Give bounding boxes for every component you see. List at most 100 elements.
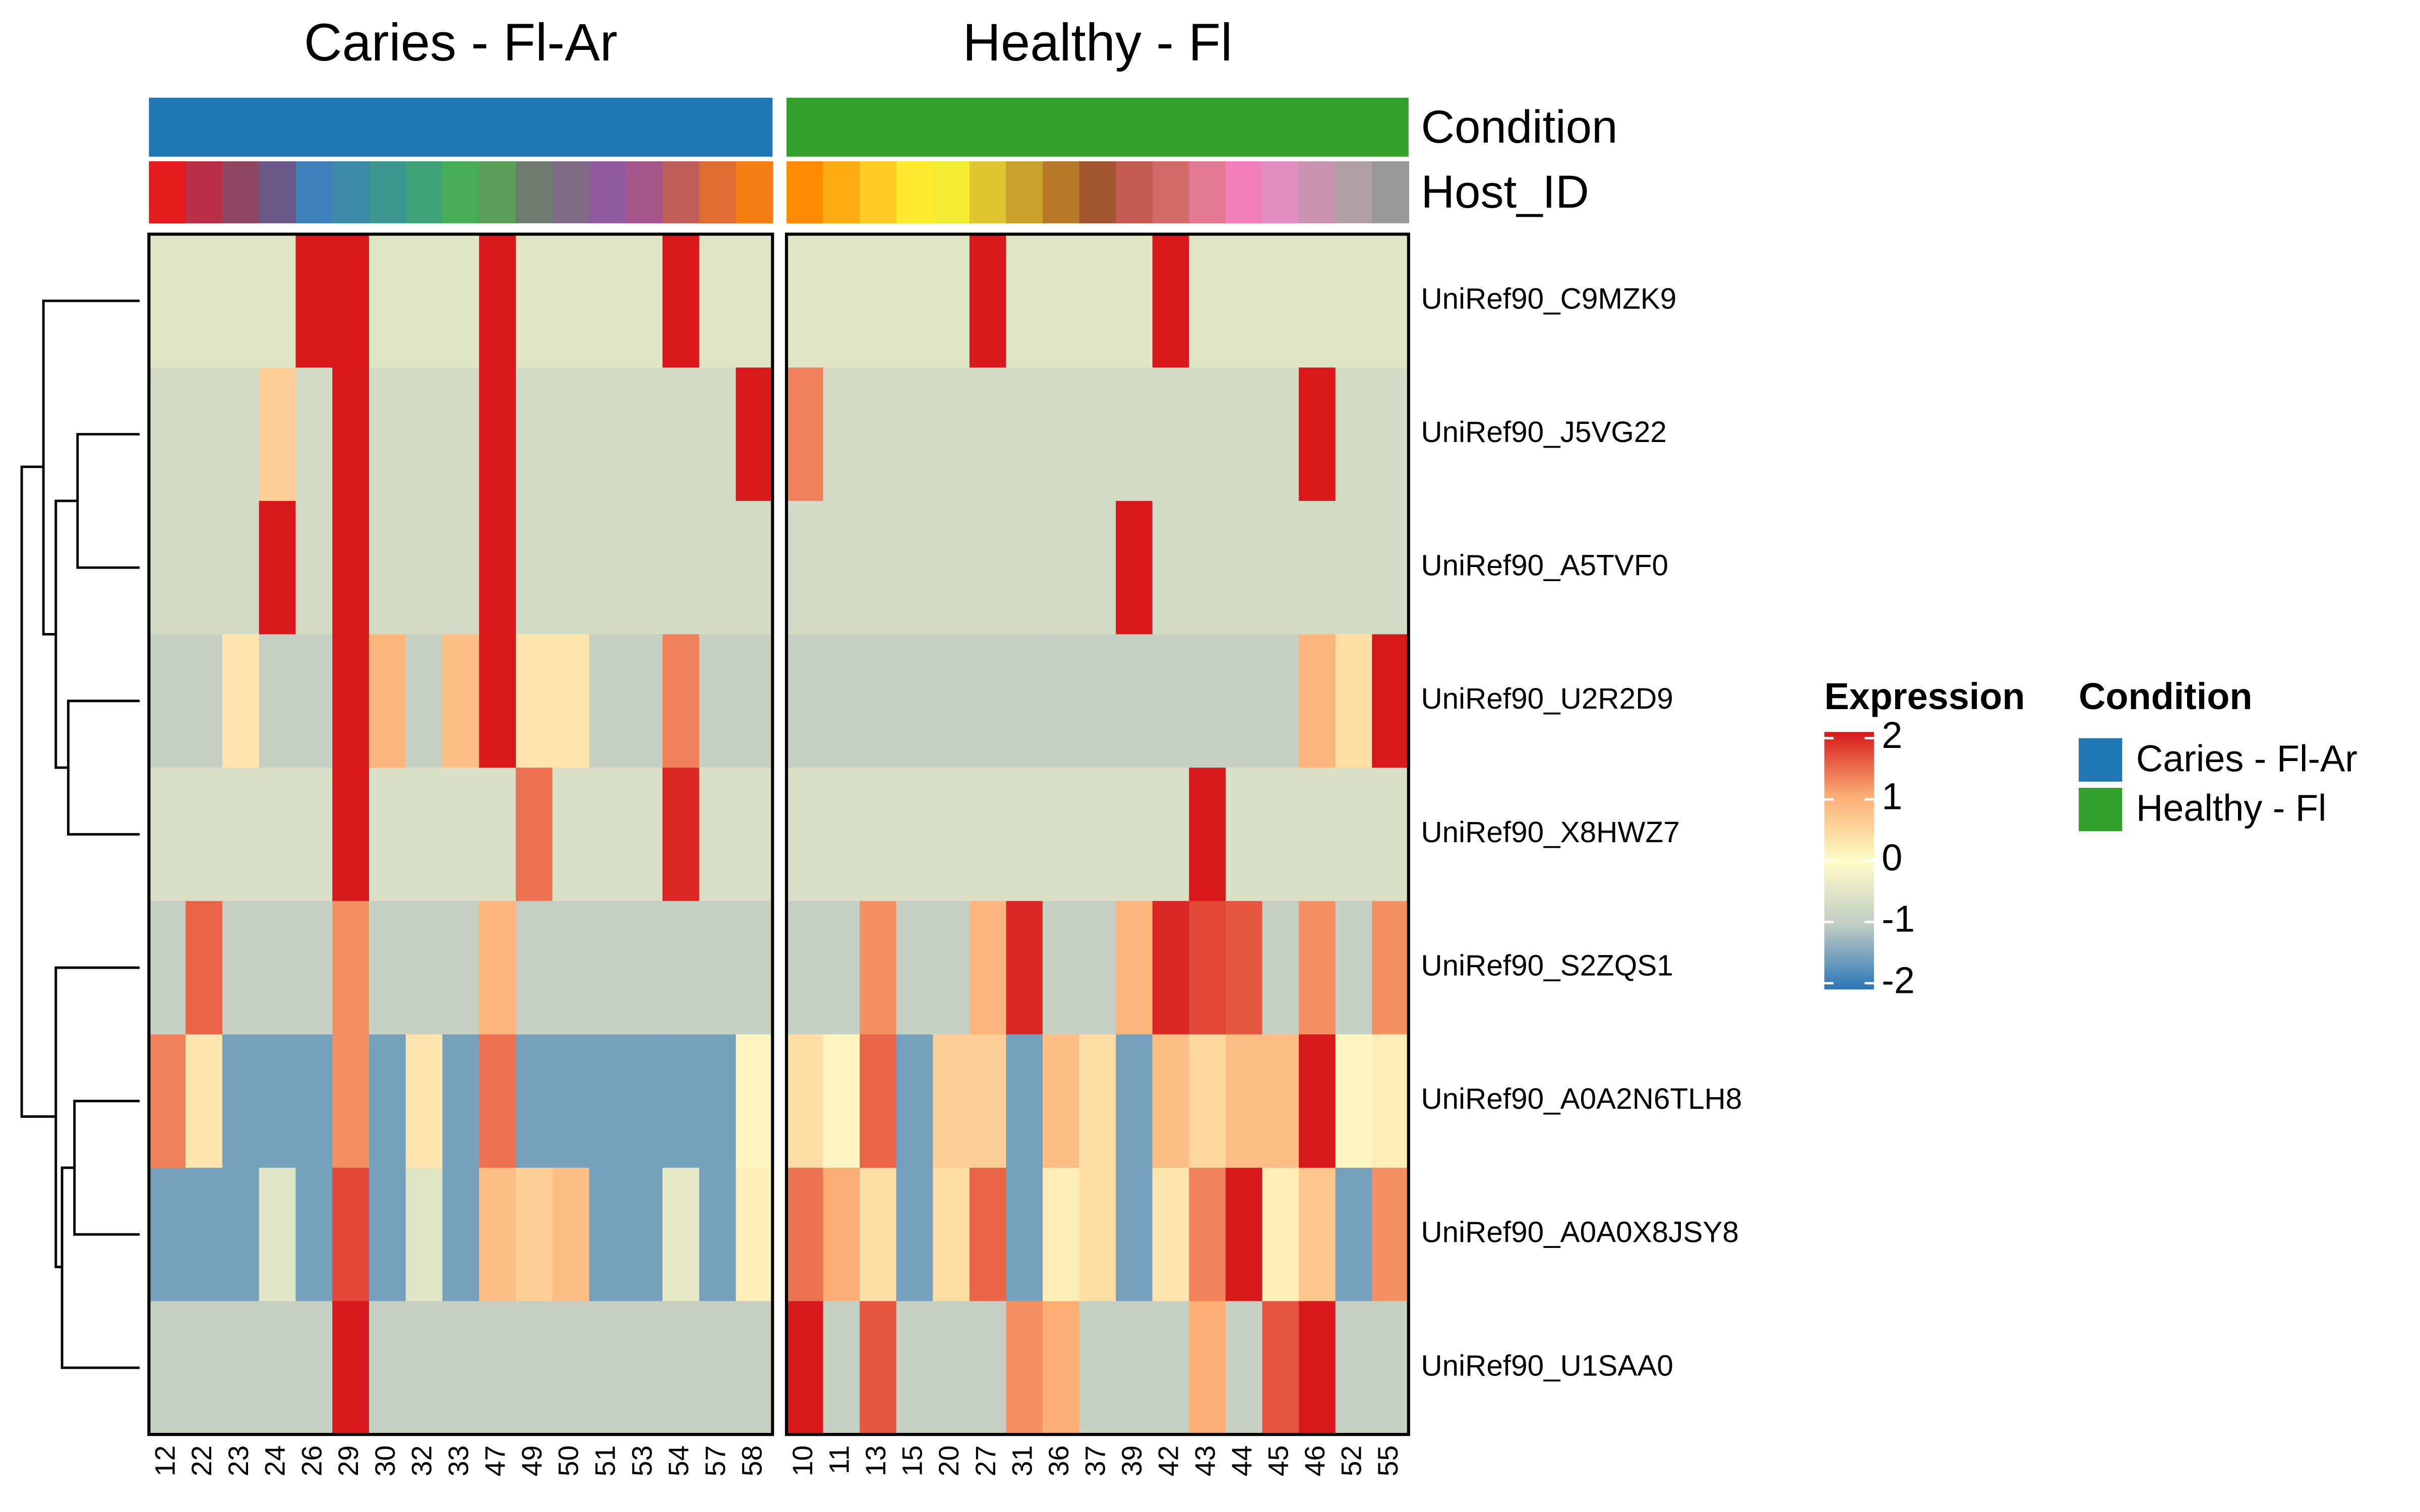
- heatmap-cell: [1225, 634, 1263, 769]
- heatmap-cell: [1116, 768, 1154, 902]
- heatmap-cell: [933, 901, 971, 1035]
- heatmap-cell: [295, 1034, 333, 1169]
- heatmap-cell: [933, 768, 971, 902]
- heatmap-cell: [969, 1301, 1007, 1435]
- heatmap-cell: [1262, 367, 1300, 502]
- heatmap-cell: [969, 367, 1007, 502]
- heatmap-cell: [186, 768, 223, 902]
- row-label: UniRef90_U1SAA0: [1421, 1349, 1673, 1382]
- heatmap-cell: [1006, 1301, 1044, 1435]
- heatmap-cell: [969, 901, 1007, 1035]
- heatmap-cell: [1116, 234, 1154, 368]
- colorbar-label: 2: [1882, 714, 1902, 756]
- heatmap-cell: [699, 234, 737, 368]
- column-label: 33: [443, 1445, 474, 1477]
- heatmap-cell: [222, 768, 260, 902]
- heatmap-cell: [1079, 901, 1117, 1035]
- heatmap-cell: [1006, 901, 1044, 1035]
- heatmap-cell: [515, 768, 553, 902]
- legend-label: Healthy - Fl: [2136, 787, 2326, 829]
- heatmap-cell: [259, 234, 296, 368]
- annotation-label: Condition: [1421, 100, 1617, 153]
- column-label: 51: [590, 1445, 621, 1477]
- heatmap-cell: [1152, 634, 1190, 769]
- heatmap-cell: [626, 634, 663, 769]
- condition-bar: [786, 97, 1409, 157]
- heatmap-cell: [1335, 367, 1373, 502]
- heatmap-cell: [222, 1167, 260, 1302]
- heatmap-cell: [1299, 634, 1336, 769]
- heatmap-cell: [295, 367, 333, 502]
- heatmap-cell: [1262, 234, 1300, 368]
- heatmap-cell: [259, 901, 296, 1035]
- panel-border: [147, 232, 774, 1436]
- heatmap-cell: [1372, 901, 1410, 1035]
- heatmap-cell: [626, 768, 663, 902]
- heatmap-cell: [1152, 901, 1190, 1035]
- heatmap-cell: [860, 234, 897, 368]
- heatmap-cell: [149, 1034, 187, 1169]
- column-label: 44: [1226, 1445, 1257, 1477]
- heatmap-cell: [589, 234, 627, 368]
- heatmap-cell: [369, 1301, 406, 1435]
- heatmap-cell: [1372, 1034, 1410, 1169]
- heatmap-cell: [969, 768, 1007, 902]
- host-cell: [1372, 161, 1410, 224]
- heatmap-cell: [295, 1301, 333, 1435]
- heatmap-cell: [332, 367, 370, 502]
- heatmap-cell: [1372, 634, 1410, 769]
- column-label: 27: [970, 1445, 1001, 1477]
- heatmap-cell: [1225, 234, 1263, 368]
- heatmap-cell: [332, 1301, 370, 1435]
- column-label: 46: [1299, 1445, 1330, 1477]
- heatmap-cell: [896, 367, 934, 502]
- legend-swatch: [2079, 738, 2123, 782]
- heatmap-cell: [1079, 768, 1117, 902]
- heatmap-cell: [479, 1034, 517, 1169]
- column-label: 23: [223, 1445, 254, 1477]
- heatmap-cell: [1043, 500, 1080, 635]
- group-title: Caries - Fl-Ar: [304, 13, 618, 72]
- colorbar-label: 1: [1882, 776, 1902, 817]
- panel-border: [784, 232, 1410, 1436]
- heatmap-cell: [699, 367, 737, 502]
- heatmap-cell: [823, 634, 861, 769]
- heatmap-cell: [823, 901, 861, 1035]
- heatmap-cell: [860, 1034, 897, 1169]
- heatmap-cell: [552, 367, 590, 502]
- heatmap-cell: [295, 901, 333, 1035]
- heatmap-cell: [552, 901, 590, 1035]
- heatmap-cell: [186, 901, 223, 1035]
- heatmap-cell: [1262, 901, 1300, 1035]
- heatmap-cell: [626, 500, 663, 635]
- heatmap-cell: [1299, 1167, 1336, 1302]
- heatmap-cell: [186, 1167, 223, 1302]
- legend-swatch: [2079, 788, 2123, 832]
- heatmap-cell: [969, 1034, 1007, 1169]
- host-cell: [479, 161, 517, 224]
- heatmap-cell: [699, 500, 737, 635]
- heatmap-cell: [1116, 367, 1154, 502]
- heatmap-cell: [786, 634, 824, 769]
- host-cell: [736, 161, 773, 224]
- heatmap-cell: [589, 1301, 627, 1435]
- heatmap-cell: [149, 1167, 187, 1302]
- heatmap-cell: [589, 500, 627, 635]
- legend-label: Caries - Fl-Ar: [2136, 737, 2357, 779]
- host-cell: [1043, 161, 1080, 224]
- heatmap-cell: [662, 634, 700, 769]
- heatmap-cell: [1189, 367, 1227, 502]
- heatmap-cell: [369, 634, 406, 769]
- host-cell: [1116, 161, 1154, 224]
- heatmap-cell: [1079, 1301, 1117, 1435]
- heatmap-cell: [1189, 500, 1227, 635]
- heatmap-cell: [405, 634, 443, 769]
- heatmap-cell: [405, 768, 443, 902]
- heatmap-cell: [933, 634, 971, 769]
- column-label: 10: [787, 1445, 818, 1477]
- heatmap-cell: [222, 500, 260, 635]
- heatmap-cell: [896, 1301, 934, 1435]
- heatmap-cell: [515, 1167, 553, 1302]
- column-label: 54: [663, 1445, 694, 1477]
